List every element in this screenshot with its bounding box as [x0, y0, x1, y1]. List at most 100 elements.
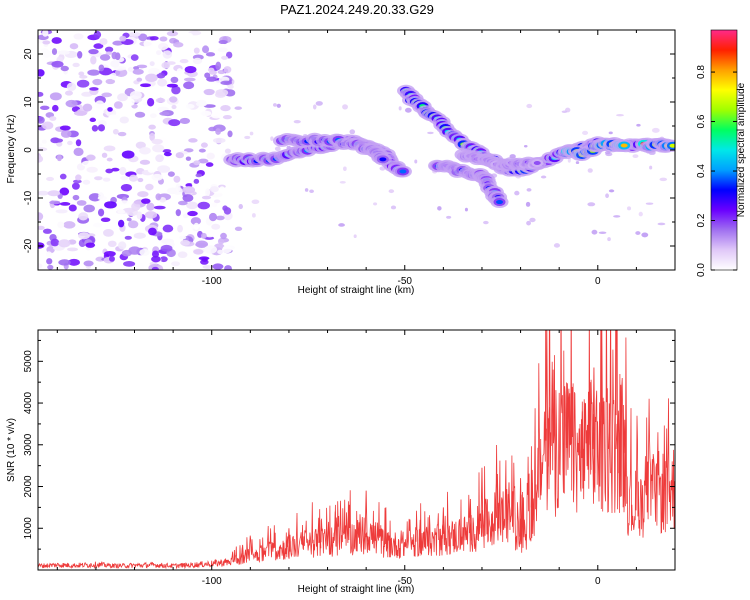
- noise-blob: [205, 188, 211, 197]
- noise-blob: [149, 132, 155, 142]
- noise-blob: [38, 91, 44, 97]
- noise-blob: [85, 242, 96, 248]
- halo-blob: [605, 193, 609, 199]
- noise-blob: [41, 121, 54, 130]
- noise-blob: [209, 70, 218, 75]
- noise-blob: [92, 78, 103, 86]
- noise-blob: [45, 251, 52, 257]
- noise-blob: [38, 190, 49, 196]
- halo-blob: [526, 188, 532, 192]
- halo-blob: [293, 120, 301, 124]
- noise-blob: [104, 46, 114, 53]
- noise-blob: [222, 245, 232, 254]
- noise-blob: [170, 76, 179, 84]
- snr-y-tick-label: 4000: [23, 391, 34, 414]
- noise-blob: [103, 250, 116, 257]
- noise-blob: [205, 162, 214, 167]
- noise-blob: [227, 84, 234, 89]
- noise-blob: [49, 200, 61, 205]
- noise-blob: [72, 225, 82, 231]
- halo-blob: [582, 130, 589, 136]
- noise-blob: [167, 171, 175, 177]
- noise-blob: [200, 142, 208, 148]
- noise-blob: [148, 124, 156, 130]
- noise-blob: [149, 113, 157, 119]
- noise-blob: [117, 219, 125, 228]
- halo-blob: [234, 226, 243, 231]
- noise-blob: [209, 186, 219, 193]
- noise-blob: [221, 55, 229, 60]
- snr-spike: [384, 515, 387, 550]
- noise-blob: [57, 221, 65, 229]
- noise-blob: [195, 240, 209, 248]
- halo-blob: [657, 222, 666, 226]
- noise-blob: [83, 260, 94, 267]
- snr-spike: [565, 403, 569, 470]
- noise-blob: [105, 78, 116, 85]
- noise-blob: [42, 40, 51, 45]
- noise-blob: [86, 166, 98, 173]
- ridge-core: [496, 200, 504, 205]
- noise-blob: [159, 36, 168, 42]
- noise-blob: [166, 31, 179, 37]
- noise-blob: [193, 249, 204, 255]
- noise-blob: [108, 114, 120, 120]
- noise-blob: [179, 117, 191, 125]
- noise-blob: [59, 187, 70, 196]
- snr-y-tick-label: 5000: [23, 350, 34, 373]
- snr-y-tick-label: 1000: [23, 517, 34, 540]
- halo-blob: [338, 223, 345, 227]
- noise-blob: [162, 50, 173, 59]
- noise-blob: [162, 149, 172, 153]
- noise-blob: [38, 225, 45, 230]
- noise-blob: [55, 209, 68, 214]
- noise-blob: [179, 58, 189, 64]
- noise-blob: [163, 152, 172, 157]
- noise-blob: [175, 209, 181, 217]
- noise-blob: [113, 101, 123, 109]
- noise-blob: [185, 183, 193, 188]
- noise-blob: [66, 247, 79, 252]
- noise-blob: [137, 177, 144, 183]
- noise-blob: [83, 204, 95, 213]
- noise-blob: [220, 232, 227, 240]
- noise-blob: [123, 261, 136, 267]
- noise-blob: [225, 51, 233, 59]
- noise-blob: [151, 138, 163, 145]
- snr-spike: [318, 519, 322, 549]
- snr-spike: [468, 499, 472, 541]
- halo-blob: [427, 131, 434, 135]
- noise-blob: [177, 224, 183, 233]
- noise-blob: [157, 42, 169, 51]
- halo-blob: [553, 243, 561, 248]
- noise-blob: [94, 176, 103, 181]
- noise-blob: [56, 154, 62, 162]
- noise-blob: [162, 224, 174, 233]
- spectrogram-y-tick-label: 20: [23, 48, 34, 60]
- noise-blob: [134, 200, 142, 205]
- noise-blob: [224, 265, 232, 270]
- noise-blob: [105, 51, 113, 56]
- halo-blob: [587, 202, 596, 207]
- noise-blob: [117, 93, 128, 102]
- noise-blob: [155, 97, 166, 103]
- noise-blob: [99, 38, 108, 46]
- halo-blob: [627, 206, 632, 211]
- noise-blob: [204, 245, 218, 254]
- halo-blob: [274, 146, 281, 152]
- noise-blob: [98, 192, 104, 200]
- halo-blob: [587, 168, 593, 173]
- halo-blob: [249, 131, 254, 136]
- ridge-core: [533, 161, 541, 166]
- snr-frame: [37, 329, 676, 571]
- noise-blob: [180, 239, 191, 246]
- halo-blob: [526, 103, 533, 109]
- noise-blob: [51, 37, 62, 44]
- noise-blob: [146, 202, 155, 211]
- noise-blob: [128, 246, 141, 255]
- noise-blob: [122, 124, 132, 133]
- noise-blob: [206, 76, 217, 82]
- noise-blob: [169, 96, 178, 103]
- halo-blob: [635, 231, 641, 235]
- noise-blob: [177, 200, 188, 206]
